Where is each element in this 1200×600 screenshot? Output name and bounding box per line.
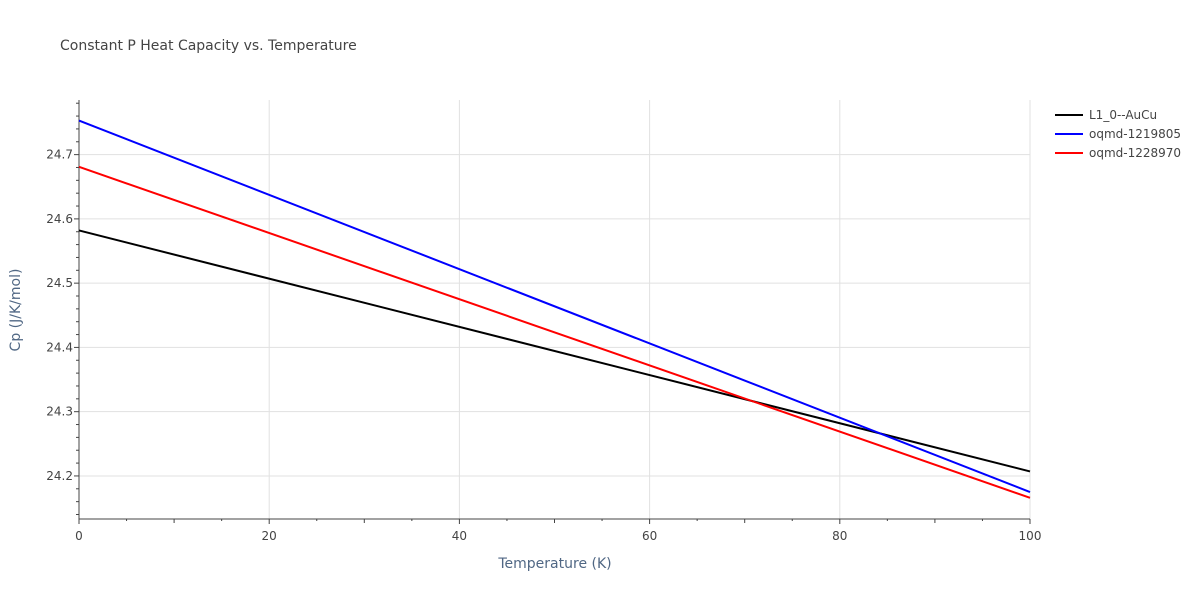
series-line-oqmd-1228970	[78, 165, 1031, 499]
x-tick-label: 40	[452, 529, 467, 543]
x-tick-label: 80	[832, 529, 847, 543]
legend-item-oqmd-1228970[interactable]: oqmd-1228970	[1055, 146, 1181, 160]
legend-label: oqmd-1219805	[1089, 127, 1181, 141]
y-tick-label: 24.5	[46, 276, 73, 290]
series-line-l1-0-aucu	[78, 229, 1031, 473]
legend[interactable]: L1_0--AuCu oqmd-1219805 oqmd-1228970	[1055, 108, 1181, 160]
chart-title: Constant P Heat Capacity vs. Temperature	[60, 38, 357, 54]
y-axis-title: Cp (J/K/mol)	[8, 269, 24, 352]
legend-item-oqmd-1219805[interactable]: oqmd-1219805	[1055, 127, 1181, 141]
tick-labels: 0 20 40 60 80 100 24.2 24.3 24.4 24.5 24.6 24.7	[46, 148, 1041, 543]
y-tick-label: 24.7	[46, 148, 73, 162]
legend-item-l1-0-aucu[interactable]: L1_0--AuCu	[1055, 108, 1157, 122]
y-tick-label: 24.6	[46, 212, 73, 226]
axes	[74, 100, 1031, 524]
y-tick-label: 24.3	[46, 405, 73, 419]
legend-label: oqmd-1228970	[1089, 146, 1181, 160]
y-tick-label: 24.2	[46, 469, 73, 483]
x-axis-title: Temperature (K)	[497, 556, 611, 572]
legend-label: L1_0--AuCu	[1089, 108, 1157, 122]
grid	[79, 100, 1031, 519]
x-tick-label: 0	[75, 529, 83, 543]
y-tick-label: 24.4	[46, 340, 73, 354]
x-tick-label: 20	[262, 529, 277, 543]
x-tick-label: 100	[1019, 529, 1042, 543]
series-lines	[78, 119, 1031, 499]
series-line-oqmd-1219805	[78, 119, 1031, 493]
x-tick-label: 60	[642, 529, 657, 543]
